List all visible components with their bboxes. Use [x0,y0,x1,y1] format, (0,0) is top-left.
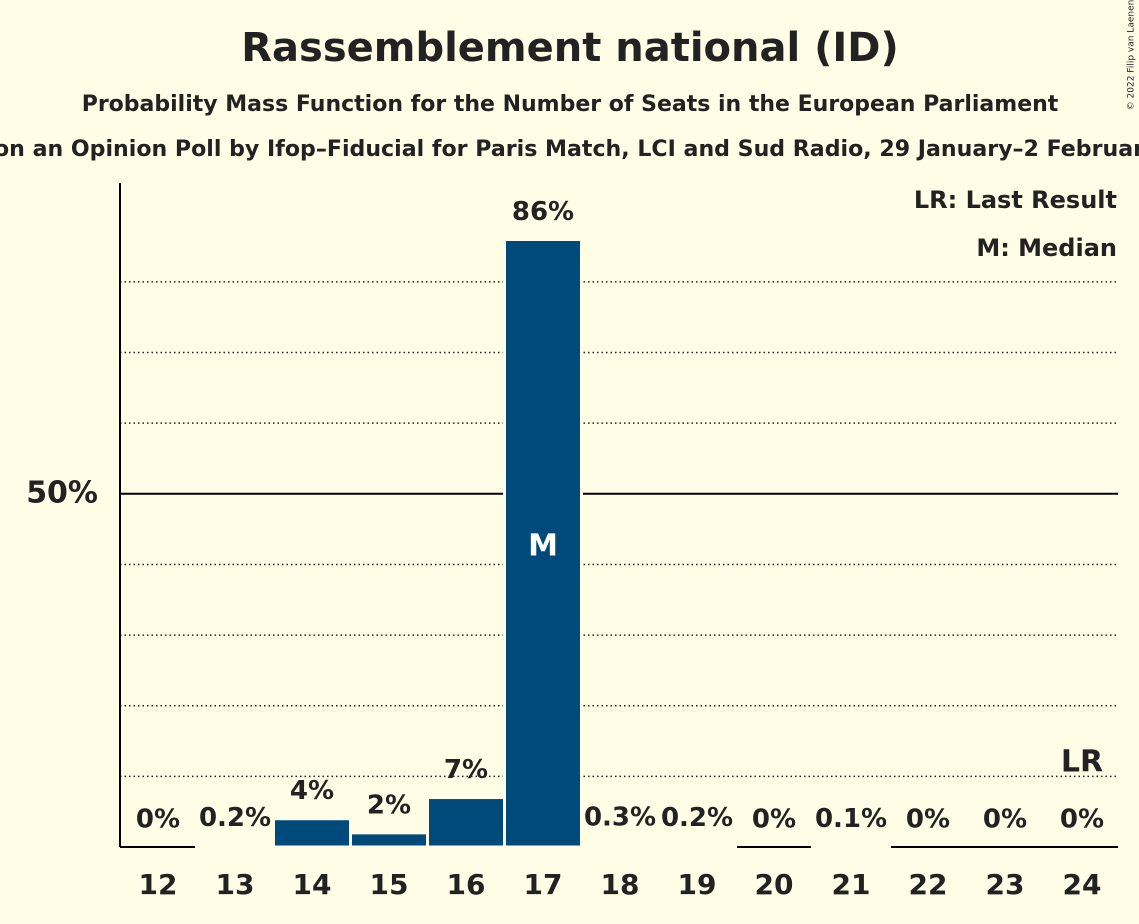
x-tick-label: 22 [909,868,948,901]
value-label: 0.3% [584,802,656,832]
credit: © 2022 Filip van Laenen [1127,0,1137,110]
chart-subtitle: Probability Mass Function for the Number… [82,92,1059,117]
value-label: 0.2% [199,803,271,833]
x-tick-label: 13 [216,868,255,901]
chart-title: Rassemblement national (ID) [241,25,899,71]
value-label: 0.1% [815,804,887,834]
x-tick-label: 12 [139,868,178,901]
value-label: 86% [512,197,574,227]
x-tick-label: 14 [293,868,332,901]
chart-subtitle: on an Opinion Poll by Ifop–Fiducial for … [0,137,1139,162]
x-tick-label: 16 [447,868,486,901]
x-tick-label: 18 [601,868,640,901]
last-result-marker: LR [1061,745,1103,780]
bar [503,238,583,849]
legend-entry: LR: Last Result [914,186,1117,214]
value-label: 2% [367,790,411,820]
value-label: 0% [906,805,950,835]
bar [272,817,352,849]
x-tick-label: 20 [755,868,794,901]
value-label: 0% [136,805,180,835]
y-tick-label: 50% [26,475,98,510]
bar [426,796,506,849]
value-label: 0% [983,805,1027,835]
value-label: 7% [444,755,488,785]
bar [811,844,891,849]
median-marker: M [528,529,558,564]
value-label: 0% [752,805,796,835]
x-tick-label: 23 [986,868,1025,901]
x-tick-label: 24 [1063,868,1102,901]
value-label: 4% [290,776,334,806]
x-tick-label: 21 [832,868,871,901]
value-label: 0.2% [661,803,733,833]
bar [349,831,429,849]
bar [195,844,275,849]
bar [580,843,660,849]
x-tick-label: 19 [678,868,717,901]
legend-entry: M: Median [976,234,1117,262]
x-tick-label: 17 [524,868,563,901]
bar [657,844,737,849]
value-label: 0% [1060,805,1104,835]
x-tick-label: 15 [370,868,409,901]
